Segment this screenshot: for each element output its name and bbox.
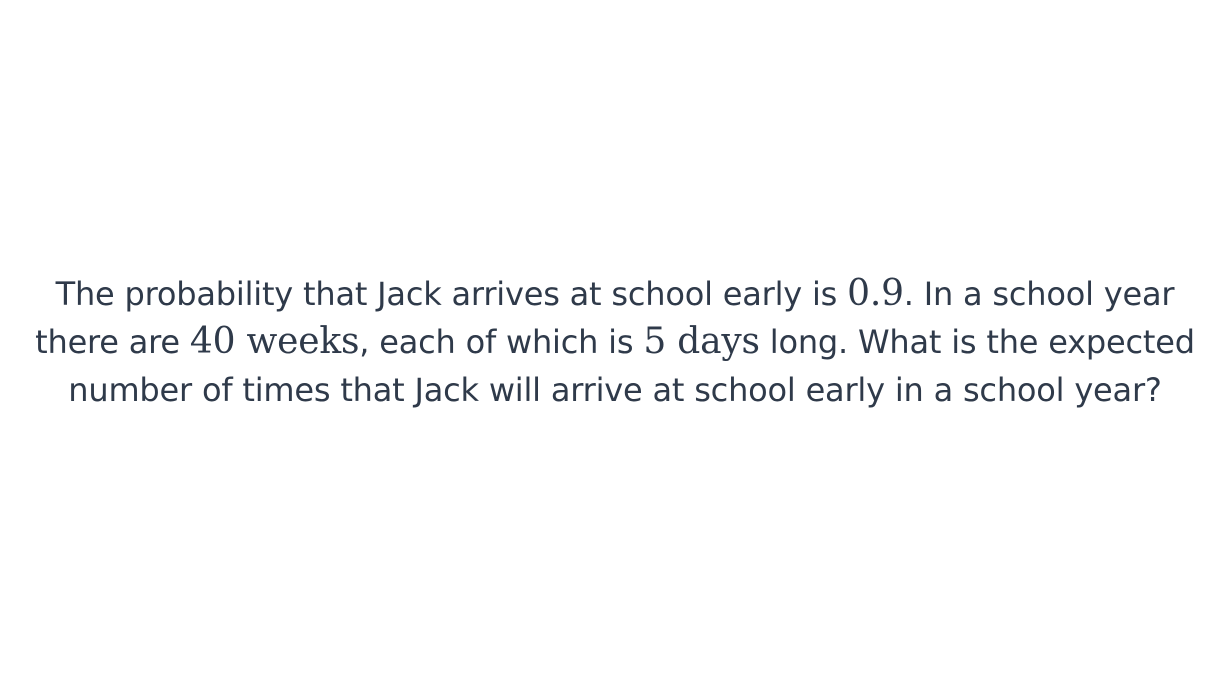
days-value: 5 days: [643, 321, 760, 362]
weeks-value: 40 weeks: [189, 321, 360, 362]
question-text-part1: The probability that Jack arrives at sch…: [55, 275, 848, 313]
question-text-part3: , each of which is: [359, 323, 644, 361]
question-text-part4: long. What is the expected number of tim…: [68, 323, 1195, 409]
probability-value: 0.9: [847, 273, 904, 314]
question-text: The probability that Jack arrives at sch…: [20, 270, 1210, 414]
question-text-part2: . In a school year there are: [35, 275, 1175, 361]
